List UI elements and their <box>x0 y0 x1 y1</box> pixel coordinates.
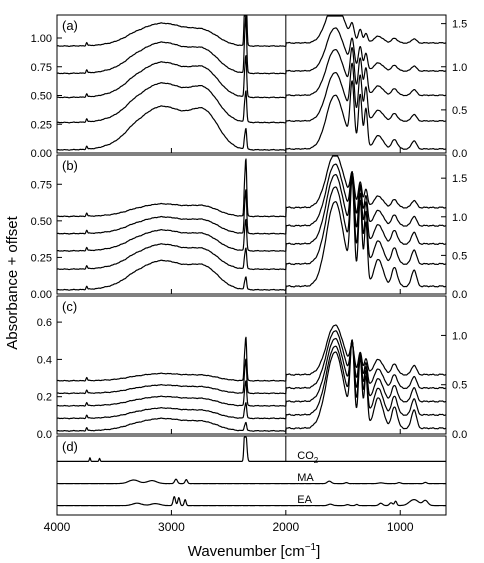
panel-frame <box>56 154 447 295</box>
reference-label-co: CO2 <box>297 450 319 465</box>
left-y-tick-label: 0.50 <box>31 216 52 228</box>
reference-label-name: CO <box>297 450 314 462</box>
x-tick-label: 3000 <box>158 520 185 534</box>
reference-spectrum-ma <box>56 478 447 485</box>
right-y-tick-label: 1.0 <box>452 62 467 74</box>
reference-spectrum-co <box>56 436 447 462</box>
left-y-tick-label: 0.4 <box>37 354 52 366</box>
x-axis-label-end: ] <box>316 543 320 560</box>
spectrum-series-3 <box>56 47 447 99</box>
left-y-tick-label: 0.25 <box>31 252 52 264</box>
right-y-tick-label: 0.0 <box>452 148 467 160</box>
x-axis: 4000 3000 2000 1000 <box>44 520 414 534</box>
reference-label-subscript: 2 <box>314 456 319 465</box>
spectrum-series-5 <box>56 324 447 382</box>
reference-label-ma: MA <box>297 472 314 484</box>
panel-label: (a) <box>62 18 78 33</box>
left-y-tick-label: 0.0 <box>37 429 52 441</box>
spectra-panel-3: 0.0 0.2 0.4 0.6 0.0 0.5 1.0 (c) <box>37 295 467 441</box>
right-y-tick-label: 0.5 <box>452 380 467 392</box>
right-y-tick-label: 1.0 <box>452 330 467 342</box>
spectrum-series-4 <box>56 163 447 235</box>
right-y-tick-label: 0.0 <box>452 289 467 301</box>
left-y-tick-label: 0.00 <box>31 289 52 301</box>
reference-label-name: EA <box>297 494 312 506</box>
left-y-tick-label: 0.75 <box>31 62 52 74</box>
left-y-tick-label: 0.50 <box>31 91 52 103</box>
right-y-tick-label: 1.5 <box>452 173 467 185</box>
x-axis-label-superscript: −1 <box>305 542 317 553</box>
spectrum-series-2 <box>56 339 447 420</box>
x-tick-label: 1000 <box>387 520 414 534</box>
left-y-tick-label: 0.75 <box>31 179 52 191</box>
panel-label: (d) <box>62 439 78 454</box>
spectrum-series-4 <box>56 330 447 395</box>
x-axis-label: Wavenumber [cm−1] <box>188 542 321 560</box>
y-axis-label: Absorbance + offset <box>4 215 21 349</box>
spectrum-series-1 <box>56 339 447 432</box>
left-y-tick-label: 0.00 <box>31 148 52 160</box>
x-axis-label-main: Wavenumber [cm <box>188 543 305 560</box>
right-y-tick-label: 0.0 <box>452 429 467 441</box>
spectra-panels: 0.000.250.500.751.000.00.51.01.5(a)0.000… <box>31 14 467 516</box>
spectrum-series-4 <box>56 15 447 75</box>
right-y-tick-label: 0.5 <box>452 250 467 262</box>
spectrum-series-2 <box>56 174 447 271</box>
right-y-tick-label: 1.5 <box>452 19 467 31</box>
x-tick-label: 4000 <box>44 520 71 534</box>
panel-frame <box>56 14 447 154</box>
left-y-tick-label: 0.25 <box>31 119 52 131</box>
spectrum-series-5 <box>56 15 447 47</box>
panel-label: (c) <box>62 299 77 314</box>
reference-spectrum-ea <box>56 496 447 507</box>
spectrum-series-5 <box>56 155 447 218</box>
spectrum-series-3 <box>56 171 447 252</box>
spectrum-series-1 <box>56 178 447 291</box>
right-y-tick-label: 0.5 <box>452 105 467 117</box>
spectra-panel-2: 0.00 0.25 0.50 0.75 0.0 0.5 1.0 1.5 (b) <box>31 154 467 301</box>
spectra-panel-1: 0.00 0.25 0.50 0.75 1.00 0.0 0.5 1.0 1.5 (a) <box>31 14 467 160</box>
reference-label-ea: EA <box>297 494 312 506</box>
panel-frame <box>56 295 447 435</box>
left-y-tick-label: 0.2 <box>37 392 52 404</box>
spectrum-series-1 <box>56 80 447 151</box>
spectrum-series-2 <box>56 62 447 124</box>
right-y-tick-label: 1.0 <box>452 212 467 224</box>
left-y-tick-label: 0.6 <box>37 317 52 329</box>
x-tick-label: 2000 <box>272 520 299 534</box>
reference-label-name: MA <box>297 472 314 484</box>
spectrum-series-3 <box>56 337 447 407</box>
left-y-tick-label: 1.00 <box>31 33 52 45</box>
panel-frame <box>56 435 447 516</box>
panel-label: (b) <box>62 158 78 173</box>
